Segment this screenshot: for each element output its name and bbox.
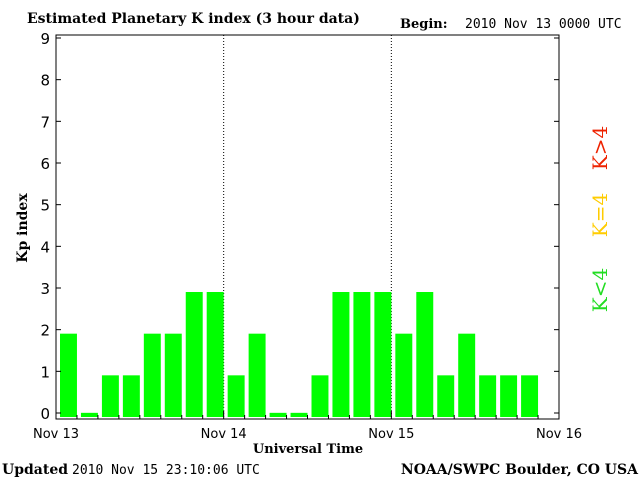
kp-bar bbox=[311, 375, 329, 417]
kp-bar bbox=[374, 292, 392, 417]
y-axis-label: Kp index bbox=[15, 193, 31, 263]
updated-value: 2010 Nov 15 23:10:06 UTC bbox=[72, 463, 260, 478]
x-axis-ticks: Nov 13 Nov 14 Nov 15 Nov 16 bbox=[33, 411, 582, 442]
y-tick-label: 1 bbox=[40, 363, 50, 381]
kp-bar bbox=[332, 292, 350, 417]
x-tick-label: Nov 16 bbox=[536, 427, 582, 442]
x-tick-label: Nov 13 bbox=[33, 427, 79, 442]
x-tick-label: Nov 14 bbox=[201, 427, 247, 442]
y-tick-label: 4 bbox=[40, 238, 50, 256]
kp-bar bbox=[206, 292, 224, 417]
kp-bar bbox=[500, 375, 518, 417]
kp-bar bbox=[227, 375, 245, 417]
y-tick-label: 2 bbox=[40, 322, 50, 340]
legend-k-equals-4: K=4 bbox=[588, 193, 612, 237]
kp-bar bbox=[185, 292, 203, 417]
kp-bar bbox=[80, 412, 98, 417]
kp-bar bbox=[416, 292, 434, 417]
y-tick-label: 8 bbox=[40, 72, 50, 90]
kp-bar bbox=[122, 375, 140, 417]
updated-label: Updated bbox=[2, 462, 68, 478]
kp-bar bbox=[437, 375, 455, 417]
kp-bar bbox=[395, 333, 413, 417]
kp-bar bbox=[60, 333, 77, 417]
kp-bar bbox=[458, 333, 476, 417]
y-tick-label: 6 bbox=[40, 155, 50, 173]
y-tick-label: 0 bbox=[40, 405, 50, 423]
y-tick-label: 3 bbox=[40, 280, 50, 298]
x-tick-label: Nov 15 bbox=[368, 427, 414, 442]
kp-bar bbox=[248, 333, 266, 417]
kp-bar bbox=[101, 375, 119, 417]
y-tick-label: 5 bbox=[40, 197, 50, 215]
kp-bar bbox=[479, 375, 497, 417]
y-tick-label: 9 bbox=[40, 30, 50, 48]
kp-bars bbox=[60, 292, 539, 417]
kp-bar bbox=[353, 292, 371, 417]
kp-bar bbox=[290, 412, 308, 417]
legend-k-below-4: K<4 bbox=[588, 268, 612, 312]
kp-bar bbox=[164, 333, 182, 417]
y-axis-ticks: 0 1 2 3 4 5 6 7 8 9 bbox=[40, 30, 559, 423]
begin-label: Begin: bbox=[400, 17, 448, 32]
legend-k-above-4: K>4 bbox=[588, 126, 612, 170]
y-tick-label: 7 bbox=[40, 113, 50, 131]
day-dividers bbox=[223, 35, 392, 419]
kp-bar bbox=[143, 333, 161, 417]
begin-value: 2010 Nov 13 0000 UTC bbox=[465, 17, 622, 32]
x-axis-label: Universal Time bbox=[253, 442, 363, 457]
kp-bar bbox=[521, 375, 539, 417]
plot-frame bbox=[55, 34, 560, 420]
kp-bar bbox=[269, 412, 287, 417]
credit-text: NOAA/SWPC Boulder, CO USA bbox=[401, 462, 639, 478]
chart-title: Estimated Planetary K index (3 hour data… bbox=[27, 11, 360, 27]
